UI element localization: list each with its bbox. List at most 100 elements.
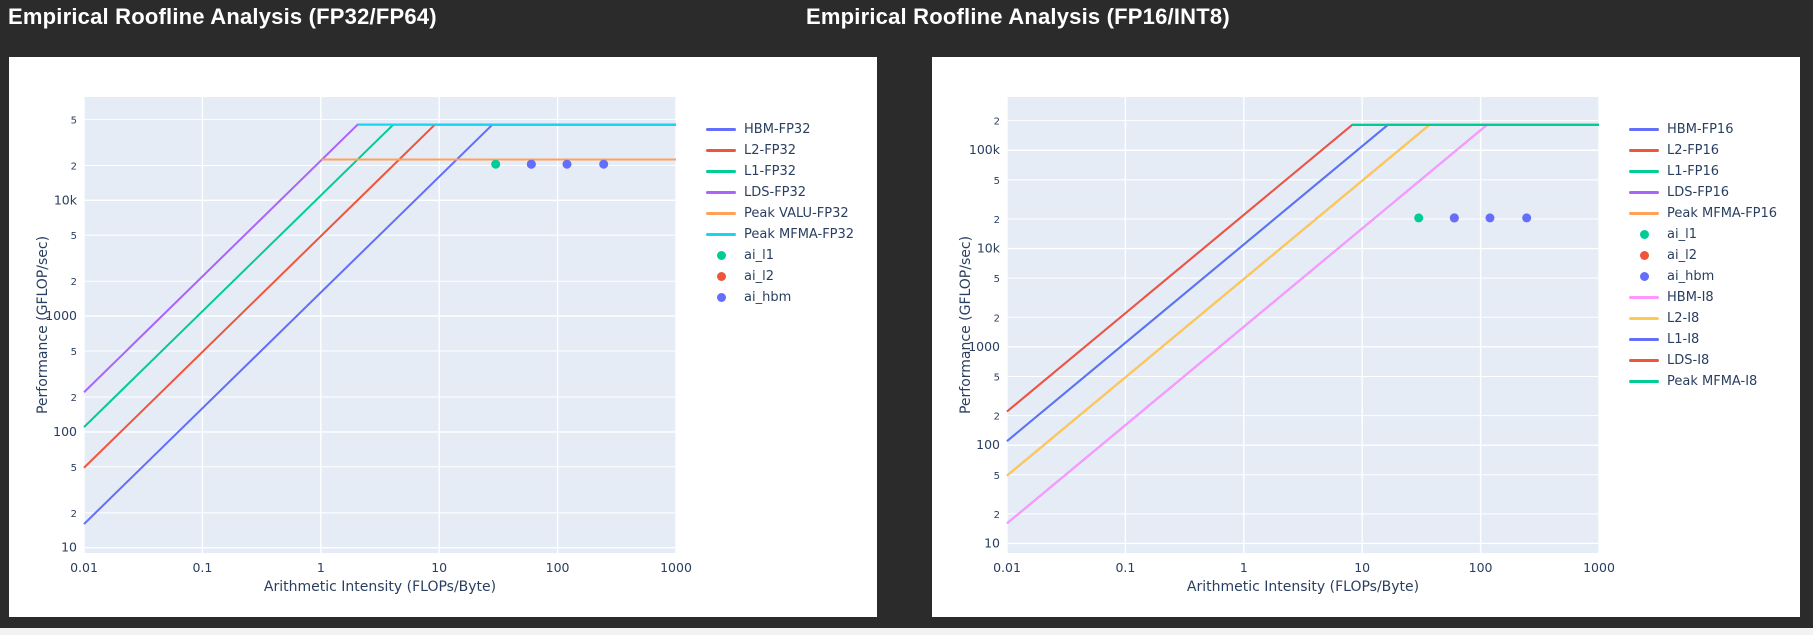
legend-item-HBM-FP32[interactable]: HBM-FP32 xyxy=(706,119,854,140)
y-tick-label: 100 xyxy=(53,424,77,439)
legend-label: L1-I8 xyxy=(1667,332,1700,347)
x-axis-title: Arithmetic Intensity (FLOPs/Byte) xyxy=(263,579,497,595)
legend-line-icon xyxy=(1629,338,1659,341)
y-tick-label: 5 xyxy=(71,231,77,242)
legend-item-Peak VALU-FP32[interactable]: Peak VALU-FP32 xyxy=(706,203,854,224)
legend-item-Peak MFMA-FP32[interactable]: Peak MFMA-FP32 xyxy=(706,224,854,245)
legend-line-icon xyxy=(1629,128,1659,131)
legend-dot-icon xyxy=(706,251,736,260)
x-tick-label: 0.01 xyxy=(70,560,98,575)
legend-item-ai_hbm[interactable]: ai_hbm xyxy=(706,287,854,308)
legend-item-LDS-FP16[interactable]: LDS-FP16 xyxy=(1629,182,1777,203)
legend-dot-icon xyxy=(1629,272,1659,281)
scatter-point-ai_hbm[interactable] xyxy=(1485,213,1495,223)
bottom-strip xyxy=(0,628,1813,635)
legend-label: Peak MFMA-FP32 xyxy=(744,227,855,242)
y-tick-label: 10 xyxy=(984,535,1000,550)
legend-item-Peak MFMA-FP16[interactable]: Peak MFMA-FP16 xyxy=(1629,203,1777,224)
legend-item-L2-FP16[interactable]: L2-FP16 xyxy=(1629,140,1777,161)
y-tick-label: 10k xyxy=(54,192,78,207)
legend-line-icon xyxy=(1629,170,1659,173)
scatter-point-ai_hbm[interactable] xyxy=(1449,213,1459,223)
legend-label: Peak VALU-FP32 xyxy=(744,206,849,221)
legend-item-L2-FP32[interactable]: L2-FP32 xyxy=(706,140,854,161)
legend-item-LDS-FP32[interactable]: LDS-FP32 xyxy=(706,182,854,203)
legend-label: L1-FP32 xyxy=(744,164,797,179)
x-tick-label: 0.1 xyxy=(1115,560,1135,575)
y-tick-label: 5 xyxy=(71,115,77,126)
y-tick-label: 2 xyxy=(71,277,77,288)
chart-title-fp16-int8: Empirical Roofline Analysis (FP16/INT8) xyxy=(806,4,1230,29)
y-tick-label: 1000 xyxy=(968,339,1000,354)
y-tick-label: 2 xyxy=(71,509,77,520)
legend-dot-icon xyxy=(706,293,736,302)
scatter-point-ai_hbm[interactable] xyxy=(562,159,572,169)
y-tick-label: 5 xyxy=(994,471,1000,482)
x-axis-title: Arithmetic Intensity (FLOPs/Byte) xyxy=(1186,579,1420,595)
x-tick-label: 1 xyxy=(1240,560,1248,575)
legend-dot-icon xyxy=(1629,230,1659,239)
legend-label: HBM-I8 xyxy=(1667,290,1714,305)
legend-item-ai_hbm[interactable]: ai_hbm xyxy=(1629,266,1777,287)
legend-label: LDS-FP32 xyxy=(744,185,807,200)
scatter-point-ai_hbm[interactable] xyxy=(1522,213,1532,223)
legend-line-icon xyxy=(706,233,736,236)
y-tick-label: 2 xyxy=(71,161,77,172)
legend-item-L2-I8[interactable]: L2-I8 xyxy=(1629,308,1777,329)
legend-item-ai_l1[interactable]: ai_l1 xyxy=(706,245,854,266)
y-tick-label: 2 xyxy=(994,117,1000,128)
roofline-plot-fp32[interactable]: 0.01 0.1 1 10 100 1000 10 2 5 100 2 5 1000 2 5 10k 2 5 xyxy=(9,57,877,617)
y-axis-title: Performance (GFLOP/sec) xyxy=(958,235,974,415)
legend-item-HBM-FP16[interactable]: HBM-FP16 xyxy=(1629,119,1777,140)
legend-label: L2-I8 xyxy=(1667,311,1700,326)
legend-line-icon xyxy=(706,149,736,152)
y-tick-label: 5 xyxy=(71,347,77,358)
legend-label: L2-FP32 xyxy=(744,143,797,158)
x-tick-label: 1 xyxy=(317,560,325,575)
legend-line-icon xyxy=(706,170,736,173)
legend-label: LDS-I8 xyxy=(1667,353,1710,368)
legend-line-icon xyxy=(706,212,736,215)
legend-item-Peak MFMA-I8[interactable]: Peak MFMA-I8 xyxy=(1629,371,1777,392)
x-tick-label: 1000 xyxy=(1583,560,1615,575)
y-tick-label: 5 xyxy=(994,372,1000,383)
y-tick-label: 2 xyxy=(994,313,1000,324)
x-tick-label: 10 xyxy=(431,560,447,575)
legend-line-icon xyxy=(1629,380,1659,383)
y-tick-label: 100k xyxy=(969,142,1001,157)
legend-label: ai_hbm xyxy=(1667,269,1715,284)
roofline-plot-fp16-int8[interactable]: 0.01 0.1 1 10 100 1000 10 2 5 100 2 5 1000 2 5 10k 2 5 100… xyxy=(932,57,1800,617)
legend-item-ai_l2[interactable]: ai_l2 xyxy=(706,266,854,287)
plot-area[interactable] xyxy=(1007,97,1599,553)
legend-label: LDS-FP16 xyxy=(1667,185,1730,200)
x-tick-label: 1000 xyxy=(660,560,692,575)
x-tick-label: 100 xyxy=(546,560,570,575)
legend-item-L1-FP32[interactable]: L1-FP32 xyxy=(706,161,854,182)
scatter-point-ai_hbm[interactable] xyxy=(599,159,609,169)
legend-item-L1-I8[interactable]: L1-I8 xyxy=(1629,329,1777,350)
legend-item-LDS-I8[interactable]: LDS-I8 xyxy=(1629,350,1777,371)
legend-item-ai_l2[interactable]: ai_l2 xyxy=(1629,245,1777,266)
legend-item-L1-FP16[interactable]: L1-FP16 xyxy=(1629,161,1777,182)
legend-dot-icon xyxy=(1629,251,1659,260)
legend-label: ai_hbm xyxy=(744,290,792,305)
legend-item-HBM-I8[interactable]: HBM-I8 xyxy=(1629,287,1777,308)
y-tick-label: 2 xyxy=(994,510,1000,521)
y-tick-label: 100 xyxy=(976,437,1000,452)
scatter-point-ai_hbm[interactable] xyxy=(526,159,536,169)
scatter-point-ai_l1[interactable] xyxy=(491,159,501,169)
legend-line-icon xyxy=(1629,149,1659,152)
legend-line-icon xyxy=(1629,191,1659,194)
x-tick-label: 0.01 xyxy=(993,560,1021,575)
legend-label: HBM-FP32 xyxy=(744,122,811,137)
legend-label: Peak MFMA-FP16 xyxy=(1667,206,1778,221)
legend-line-icon xyxy=(1629,296,1659,299)
y-tick-label: 2 xyxy=(994,412,1000,423)
legend-label: L2-FP16 xyxy=(1667,143,1720,158)
plot-area[interactable] xyxy=(84,97,676,553)
y-tick-label: 2 xyxy=(994,215,1000,226)
scatter-point-ai_l1[interactable] xyxy=(1414,213,1424,223)
legend-item-ai_l1[interactable]: ai_l1 xyxy=(1629,224,1777,245)
legend-label: ai_l1 xyxy=(1667,227,1697,242)
y-tick-label: 5 xyxy=(994,176,1000,187)
